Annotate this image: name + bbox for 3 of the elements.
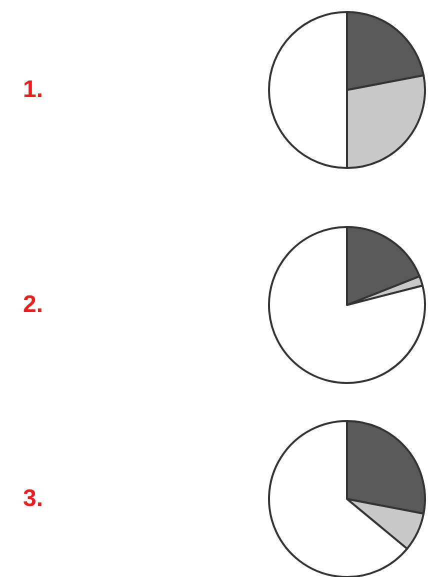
text: 2. [22, 291, 43, 318]
text: 3. [22, 485, 43, 512]
text: 1. [22, 76, 43, 103]
